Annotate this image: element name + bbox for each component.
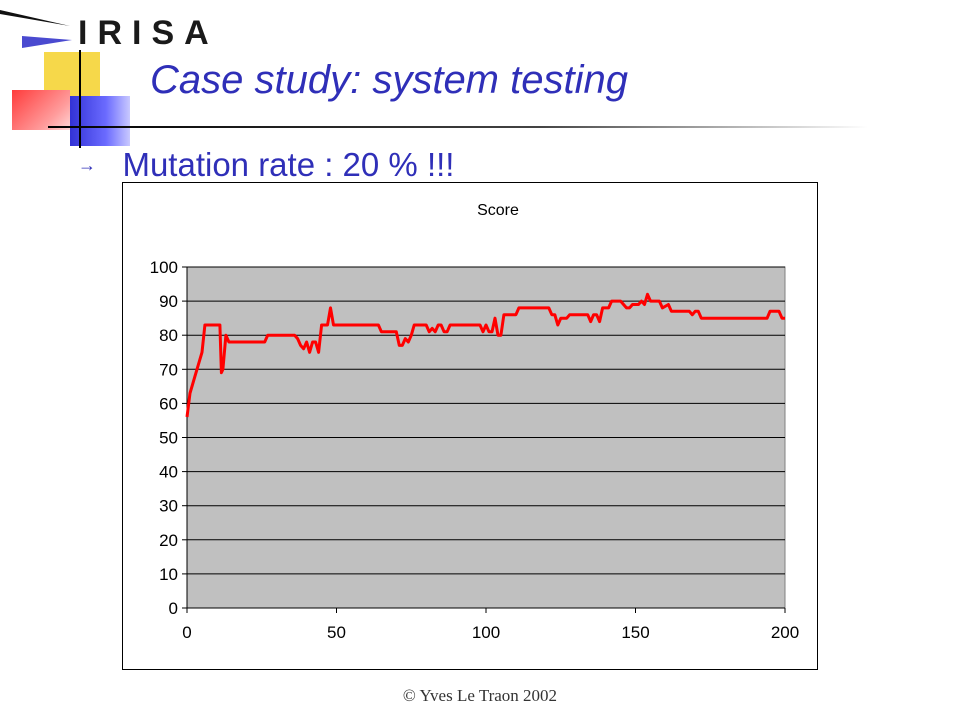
y-tick-label: 70 <box>159 360 178 379</box>
irisa-logo: IRISA <box>0 0 220 56</box>
bullet-text: Mutation rate : 20 % !!! <box>122 146 455 183</box>
x-tick-label: 0 <box>182 623 191 642</box>
logo-text: IRISA <box>78 14 219 52</box>
y-tick-label: 10 <box>159 565 178 584</box>
x-tick-label: 200 <box>771 623 799 642</box>
chart-container: Score 0 10 20 30 40 50 60 70 80 90 100 0 50 100 150 200 <box>122 182 818 670</box>
logo-arrow-icon <box>0 10 72 48</box>
y-tick-label: 100 <box>150 258 178 277</box>
arrow-right-icon: → <box>78 154 96 175</box>
y-tick-label: 40 <box>159 463 178 482</box>
y-tick-label: 30 <box>159 497 178 516</box>
decor-vertical-line <box>79 50 81 148</box>
x-tick-label: 150 <box>621 623 649 642</box>
y-tick-label: 20 <box>159 531 178 550</box>
footer-copyright: © Yves Le Traon 2002 <box>402 686 558 705</box>
decor-red-square <box>12 90 70 130</box>
chart-title: Score <box>477 202 519 219</box>
score-chart: Score 0 10 20 30 40 50 60 70 80 90 100 0 50 100 150 200 <box>150 202 800 642</box>
y-tick-label: 50 <box>159 429 178 448</box>
title-underline <box>48 126 868 128</box>
y-tick-label: 80 <box>159 326 178 345</box>
x-tick-label: 100 <box>472 623 500 642</box>
y-tick-label: 60 <box>159 394 178 413</box>
x-tick-label: 50 <box>327 623 346 642</box>
y-tick-label: 0 <box>169 599 178 618</box>
series-line-score <box>185 292 785 418</box>
y-tick-label: 90 <box>159 292 178 311</box>
bullet-item: → Mutation rate : 20 % !!! <box>78 146 454 184</box>
slide-title: Case study: system testing <box>150 58 628 102</box>
